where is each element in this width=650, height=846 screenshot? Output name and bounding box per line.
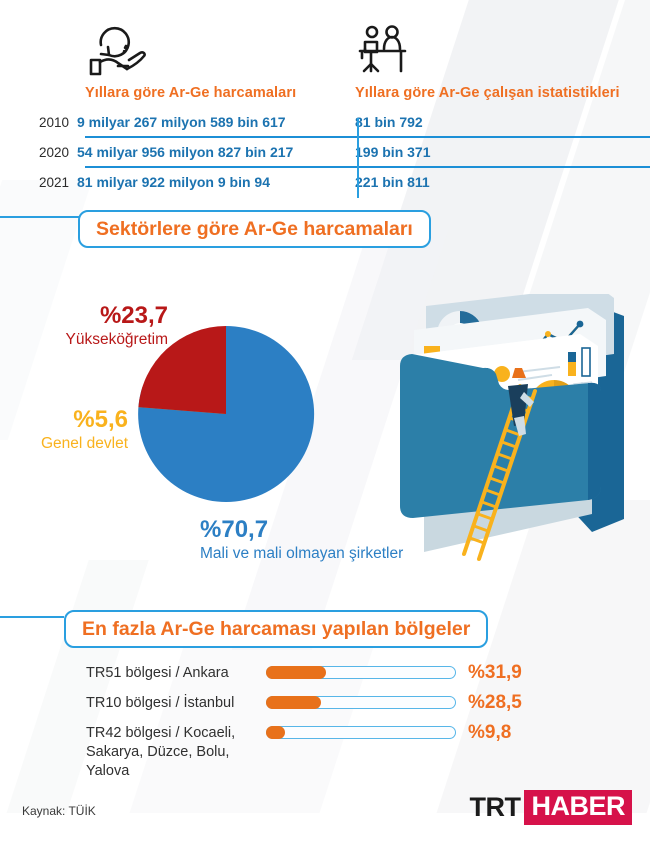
region-bar-fill <box>266 666 327 680</box>
region-row: TR51 bölgesi / Ankara %31,9 <box>86 662 606 684</box>
folder-research-illustration <box>400 294 624 562</box>
region-bar-fill <box>266 696 321 710</box>
pie-label-genel-devlet: %5,6 Genel devlet <box>10 408 128 454</box>
pie-label-yuksekogretim: %23,7 Yükseköğretim <box>28 304 168 350</box>
pie-label-name: Genel devlet <box>40 435 128 453</box>
hand-with-cycle-arrow-icon <box>85 18 355 76</box>
region-label: TR51 bölgesi / Ankara <box>86 665 229 682</box>
table-row: 199 bin 371 <box>355 138 650 166</box>
section-header-regions: En fazla Ar-Ge harcaması yapılan bölgele… <box>0 610 650 656</box>
row-divider <box>85 166 355 169</box>
region-label: TR42 bölgesi / Kocaeli, Sakarya, Düzce, … <box>86 725 236 780</box>
pie-label-pct: %5,6 <box>73 406 128 434</box>
people-at-desk-icon <box>355 18 650 76</box>
footer: Kaynak: TÜİK TRT HABER <box>0 786 650 846</box>
stat-column-employees: Yıllara göre Ar-Ge çalışan istatistikler… <box>355 18 650 196</box>
pie-chart <box>138 326 315 503</box>
row-value: 199 bin 371 <box>355 144 431 161</box>
table-row: 2021 81 milyar 922 milyon 9 bin 94 <box>39 168 355 196</box>
infographic-page: Yıllara göre Ar-Ge harcamaları 2010 9 mi… <box>0 0 650 826</box>
stat-column-title: Yıllara göre Ar-Ge harcamaları <box>85 85 297 101</box>
header-rule-left <box>0 616 64 619</box>
row-value: 221 bin 811 <box>355 174 430 191</box>
stat-rows: 81 bin 792 199 bin 371 221 bin 811 <box>355 108 650 196</box>
row-value: 81 milyar 922 milyon 9 bin 94 <box>77 174 270 191</box>
region-row: TR42 bölgesi / Kocaeli, Sakarya, Düzce, … <box>86 722 606 781</box>
top-statistics: Yıllara göre Ar-Ge harcamaları 2010 9 mi… <box>0 0 650 198</box>
pie-label-pct: %23,7 <box>99 302 168 330</box>
pie-label-sirketler: %70,7 Mali ve mali olmayan şirketler <box>200 518 420 564</box>
table-row: 2010 9 milyar 267 milyon 589 bin 617 <box>39 108 355 136</box>
pie-label-pct: %70,7 <box>200 516 269 544</box>
header-rule-left <box>0 216 80 219</box>
section-header-sectors: Sektörlere göre Ar-Ge harcamaları <box>0 210 650 256</box>
regions-bar-chart: TR51 bölgesi / Ankara %31,9 TR10 bölgesi… <box>0 656 650 786</box>
stat-column-title: Yıllara göre Ar-Ge çalışan istatistikler… <box>355 85 620 101</box>
row-divider <box>85 136 355 139</box>
table-row: 81 bin 792 <box>355 108 650 136</box>
region-value: %31,9 <box>468 662 522 684</box>
region-value: %9,8 <box>468 722 512 744</box>
logo-haber: HABER <box>524 790 632 826</box>
section-title-badge: Sektörlere göre Ar-Ge harcamaları <box>78 210 431 249</box>
row-year: 2020 <box>38 144 69 160</box>
pie-chart-block: %23,7 Yükseköğretim %5,6 Genel devlet %7… <box>0 256 650 596</box>
stat-column-spending: Yıllara göre Ar-Ge harcamaları 2010 9 mi… <box>0 18 355 196</box>
row-value: 81 bin 792 <box>355 114 423 131</box>
region-bar-track <box>266 696 456 710</box>
row-year: 2021 <box>38 174 69 190</box>
table-row: 221 bin 811 <box>355 168 650 196</box>
region-bar-track <box>266 666 456 680</box>
stat-rows: 2010 9 milyar 267 milyon 589 bin 617 202… <box>39 108 355 196</box>
region-row: TR10 bölgesi / İstanbul %28,5 <box>86 692 606 714</box>
trt-haber-logo: TRT HABER <box>469 790 632 826</box>
table-row: 2020 54 milyar 956 milyon 827 bin 217 <box>39 138 355 166</box>
section-title-badge: En fazla Ar-Ge harcaması yapılan bölgele… <box>64 610 489 649</box>
region-bar-track <box>266 726 456 740</box>
row-value: 9 milyar 267 milyon 589 bin 617 <box>77 114 286 131</box>
pie-slice-yuksekogretim <box>138 326 226 415</box>
logo-trt: TRT <box>469 792 521 823</box>
pie-label-name: Mali ve mali olmayan şirketler <box>200 545 404 563</box>
region-label: TR10 bölgesi / İstanbul <box>86 695 235 712</box>
row-year: 2010 <box>38 114 69 130</box>
region-value: %28,5 <box>468 692 522 714</box>
source-note: Kaynak: TÜİK <box>22 804 96 819</box>
region-bar-fill <box>266 726 285 740</box>
pie-label-name: Yükseköğretim <box>65 331 168 349</box>
row-value: 54 milyar 956 milyon 827 bin 217 <box>77 144 294 161</box>
